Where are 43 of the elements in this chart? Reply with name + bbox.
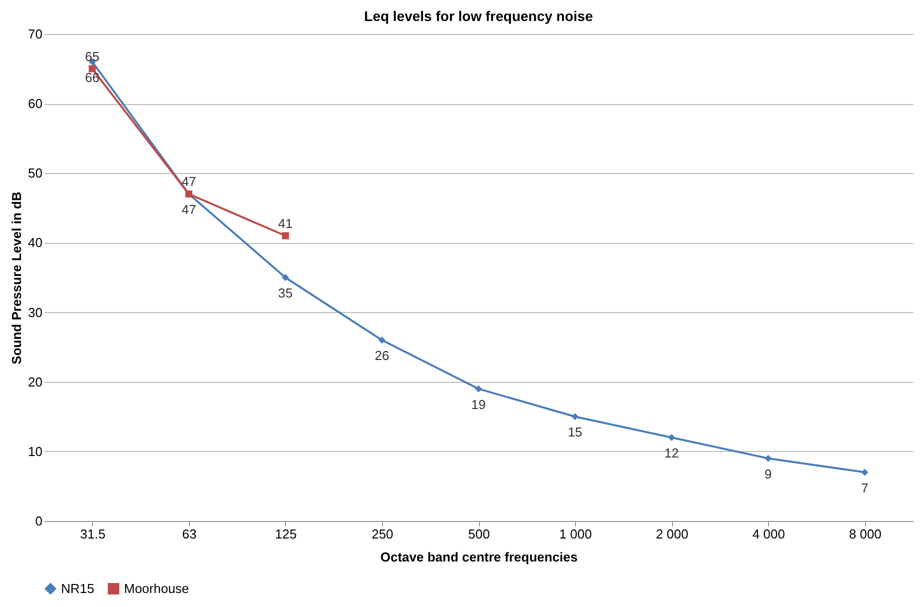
- y-tick-label: 70: [28, 26, 42, 42]
- x-tick-label: 63: [182, 526, 197, 542]
- x-tick-label: 125: [275, 526, 297, 542]
- y-tick-label: 10: [28, 444, 42, 459]
- point: [282, 232, 289, 240]
- data-label: 66: [85, 70, 100, 85]
- point: [88, 65, 96, 72]
- x-tick-label: 8 000: [848, 526, 882, 542]
- legend-label: NR15: [61, 580, 94, 596]
- y-axis-title: Sound Pressure Level in dB: [9, 192, 24, 364]
- y-tick-label: 30: [28, 304, 42, 320]
- x-tick-label: 250: [372, 526, 394, 542]
- x-tick-label: 2 000: [656, 526, 688, 542]
- data-label: 7: [861, 480, 868, 496]
- point: [282, 274, 289, 282]
- data-label: 65: [85, 48, 100, 64]
- point: [861, 468, 868, 476]
- data-label: 15: [568, 424, 582, 440]
- x-axis-title: Octave band centre frequencies: [380, 550, 578, 564]
- x-tick-label: 31.5: [80, 526, 106, 542]
- legend-label: Moorhouse: [124, 580, 190, 596]
- point: [474, 385, 482, 392]
- data-label: 19: [471, 396, 486, 412]
- data-label: 26: [374, 348, 390, 364]
- point: [668, 434, 676, 442]
- y-tick-label: 60: [28, 96, 42, 112]
- point: [764, 454, 772, 462]
- point: [572, 413, 579, 420]
- data-label: 41: [278, 216, 293, 231]
- data-label: 35: [278, 286, 293, 300]
- chart-title: Leq levels for low frequency noise: [364, 8, 594, 24]
- data-label: 12: [664, 446, 679, 461]
- point: [378, 336, 386, 344]
- y-tick-label: 40: [28, 235, 42, 250]
- data-label: 47: [182, 174, 196, 190]
- x-tick-label: 1 000: [559, 526, 592, 542]
- data-label: 9: [764, 466, 772, 482]
- data-label: 47: [182, 202, 196, 218]
- y-tick-label: 0: [35, 514, 42, 528]
- y-tick-label: 20: [28, 374, 42, 390]
- x-tick-label: 500: [468, 526, 490, 542]
- y-tick-label: 50: [28, 166, 42, 181]
- x-tick-label: 4 000: [752, 526, 785, 542]
